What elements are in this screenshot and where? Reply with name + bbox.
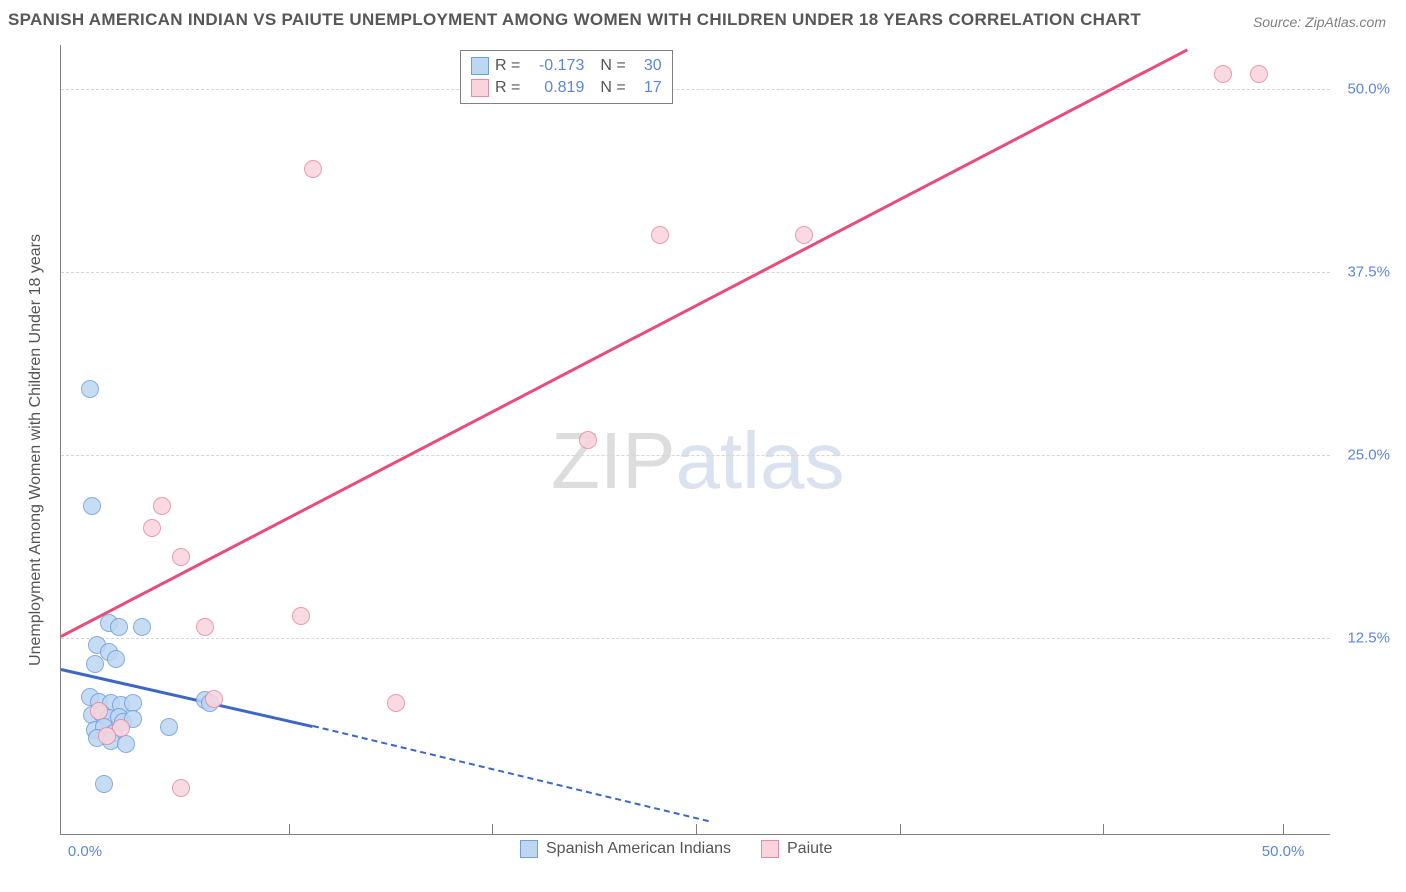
gridline-h <box>61 272 1330 273</box>
gridline-h <box>61 89 1330 90</box>
series-legend: Spanish American Indians Paiute <box>520 840 832 858</box>
legend-r-value: -0.173 <box>526 55 584 77</box>
legend-r-label: R = <box>495 77 520 99</box>
legend-correlation-row: R = 0.819 N = 17 <box>471 77 662 99</box>
watermark: ZIPatlas <box>551 415 844 507</box>
gridline-v <box>289 824 290 834</box>
data-point <box>81 380 99 398</box>
gridline-h <box>61 638 1330 639</box>
trend-line <box>60 48 1188 637</box>
data-point <box>205 690 223 708</box>
gridline-v <box>492 824 493 834</box>
legend-n-value: 30 <box>632 55 662 77</box>
plot-area: ZIPatlas 12.5%25.0%37.5%50.0%0.0%50.0% <box>60 45 1330 835</box>
trend-line <box>312 725 708 822</box>
data-point <box>86 655 104 673</box>
legend-n-label: N = <box>600 55 625 77</box>
y-tick-label: 25.0% <box>1335 446 1390 463</box>
gridline-v <box>1283 824 1284 834</box>
legend-r-label: R = <box>495 55 520 77</box>
data-point <box>95 775 113 793</box>
x-tick-label: 0.0% <box>68 843 102 860</box>
legend-n-label: N = <box>600 77 625 99</box>
data-point <box>651 226 669 244</box>
data-point <box>172 548 190 566</box>
legend-n-value: 17 <box>632 77 662 99</box>
legend-r-value: 0.819 <box>526 77 584 99</box>
data-point <box>133 618 151 636</box>
data-point <box>117 735 135 753</box>
data-point <box>110 618 128 636</box>
data-point <box>98 727 116 745</box>
data-point <box>387 694 405 712</box>
gridline-v <box>1103 824 1104 834</box>
source-attribution: Source: ZipAtlas.com <box>1253 14 1386 30</box>
data-point <box>83 497 101 515</box>
data-point <box>90 702 108 720</box>
y-tick-label: 12.5% <box>1335 629 1390 646</box>
data-point <box>795 226 813 244</box>
data-point <box>292 607 310 625</box>
legend-series-entry: Paiute <box>761 840 832 858</box>
data-point <box>304 160 322 178</box>
x-tick-label: 50.0% <box>1262 843 1305 860</box>
legend-series-name: Paiute <box>787 840 832 858</box>
legend-series-entry: Spanish American Indians <box>520 840 731 858</box>
data-point <box>153 497 171 515</box>
data-point <box>143 519 161 537</box>
correlation-legend: R = -0.173 N = 30 R = 0.819 N = 17 <box>460 50 673 104</box>
gridline-h <box>61 455 1330 456</box>
legend-swatch <box>471 79 489 97</box>
data-point <box>1214 65 1232 83</box>
watermark-atlas: atlas <box>675 416 844 505</box>
y-tick-label: 50.0% <box>1335 80 1390 97</box>
legend-swatch <box>471 57 489 75</box>
legend-swatch <box>520 840 538 858</box>
watermark-zip: ZIP <box>551 416 675 505</box>
data-point <box>579 431 597 449</box>
data-point <box>160 718 178 736</box>
legend-swatch <box>761 840 779 858</box>
gridline-v <box>696 824 697 834</box>
data-point <box>1250 65 1268 83</box>
chart-title: SPANISH AMERICAN INDIAN VS PAIUTE UNEMPL… <box>8 10 1141 30</box>
y-tick-label: 37.5% <box>1335 263 1390 280</box>
y-axis-label: Unemployment Among Women with Children U… <box>27 234 45 666</box>
legend-correlation-row: R = -0.173 N = 30 <box>471 55 662 77</box>
legend-series-name: Spanish American Indians <box>546 840 731 858</box>
data-point <box>196 618 214 636</box>
data-point <box>107 650 125 668</box>
gridline-v <box>900 824 901 834</box>
data-point <box>172 779 190 797</box>
